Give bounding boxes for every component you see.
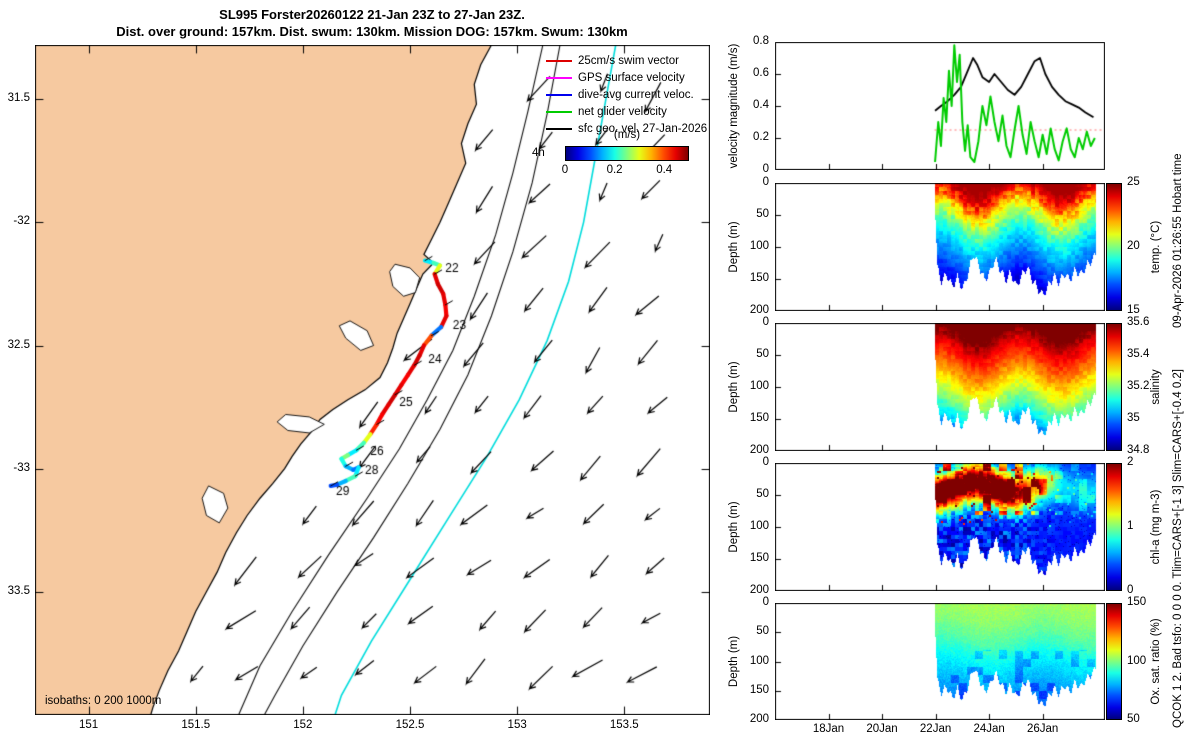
colorbar-tick-label: 100 bbox=[1127, 654, 1147, 667]
legend-label: GPS surface velocity bbox=[578, 71, 685, 84]
time-tick-label: 18Jan bbox=[812, 723, 845, 735]
legend-label: net glider velocity bbox=[578, 105, 667, 118]
panel-y-tick-label: 100 bbox=[749, 380, 769, 392]
time-tick-label: 24Jan bbox=[973, 723, 1005, 735]
panel-y-tick-label: 150 bbox=[749, 683, 769, 696]
colorbar-tick-label: 2 bbox=[1127, 456, 1134, 468]
panel-y-tick-label: 100 bbox=[749, 520, 769, 532]
chl-section-canvas bbox=[775, 463, 1105, 591]
map-colorbar-tick-label: 0.4 bbox=[656, 164, 673, 176]
colorbar-tick-label: 25 bbox=[1127, 176, 1140, 188]
map-x-tick-label: 153 bbox=[507, 719, 527, 731]
oxygen-colorbar-label: Ox. sat. ratio (%) bbox=[1150, 618, 1162, 705]
oxygen-section-canvas bbox=[775, 603, 1105, 720]
map-y-tick-label: -32 bbox=[13, 215, 30, 228]
panel-y-tick-label: 150 bbox=[749, 272, 769, 284]
colorbar-tick-label: 150 bbox=[1127, 596, 1147, 608]
legend-swatch bbox=[546, 127, 572, 130]
temp-colorbar-label: temp. (°C) bbox=[1150, 220, 1162, 274]
map-x-tick-label: 151 bbox=[78, 719, 99, 731]
velocity-panel-canvas bbox=[775, 42, 1105, 170]
map-x-tick-label: 152 bbox=[293, 719, 313, 731]
panel-y-tick-label: 200 bbox=[749, 304, 769, 316]
panel-y-tick-label: 0 bbox=[762, 596, 769, 608]
panel-y-tick-label: 50 bbox=[756, 348, 769, 360]
legend-item: sfc geo. vel. 27-Jan-2026 bbox=[546, 120, 707, 137]
panel-y-tick-label: 200 bbox=[749, 584, 769, 596]
colorbar-tick-label: 34.8 bbox=[1127, 444, 1150, 456]
time-tick-label: 22Jan bbox=[919, 723, 952, 735]
legend-swatch bbox=[546, 110, 572, 113]
legend-item: 25cm/s swim vector bbox=[546, 52, 707, 69]
colorbar-tick-label: 35.6 bbox=[1127, 316, 1150, 328]
panel-y-tick-label: 50 bbox=[756, 208, 769, 220]
panel-y-tick-label: 0.6 bbox=[753, 67, 769, 79]
colorbar-tick-label: 20 bbox=[1127, 240, 1140, 252]
legend-swatch bbox=[546, 93, 572, 96]
legend-label: dive-avg current veloc. bbox=[578, 88, 694, 101]
map-y-tick-label: 31.5 bbox=[7, 92, 30, 105]
panel-y-tick-label: 100 bbox=[749, 240, 769, 252]
map-subtitle: Dist. over ground: 157km. Dist. swum: 13… bbox=[116, 24, 628, 39]
panel-y-tick-label: 0.2 bbox=[753, 131, 769, 143]
panel-y-tick-label: 150 bbox=[749, 552, 769, 564]
map-x-tick-label: 151.5 bbox=[181, 719, 211, 731]
colorbar-tick-label: 35.4 bbox=[1127, 348, 1150, 360]
panel-y-tick-label: 0.8 bbox=[753, 35, 769, 47]
colorbar-tick-label: 1 bbox=[1127, 520, 1134, 532]
colorbar-tick-label: 35.2 bbox=[1127, 380, 1150, 392]
oxygen-colorbar bbox=[1106, 603, 1122, 720]
panel-y-tick-label: 0.4 bbox=[753, 99, 769, 111]
map-colorbar-tick-label: 0 bbox=[561, 164, 569, 176]
panel-y-tick-label: 200 bbox=[749, 713, 769, 725]
legend-label: sfc geo. vel. 27-Jan-2026 bbox=[578, 122, 708, 135]
timestamp-note: 09-Apr-2026 01:26:55 Hobart time bbox=[1172, 153, 1184, 328]
panel-y-tick-label: 50 bbox=[756, 625, 769, 638]
panel-y-tick-label: 50 bbox=[756, 488, 769, 500]
isobath-note: isobaths: 0 200 1000m bbox=[45, 695, 162, 707]
map-x-tick-label: 152.5 bbox=[395, 719, 425, 731]
salinity-colorbar bbox=[1106, 323, 1122, 451]
chl-colorbar bbox=[1106, 463, 1122, 591]
colorbar-tick-label: 35 bbox=[1127, 412, 1140, 424]
map-colorbar-tick-label: 0.2 bbox=[606, 164, 623, 176]
panel-y-tick-label: 0 bbox=[762, 176, 769, 188]
map-colorbar bbox=[565, 146, 689, 161]
temp-colorbar bbox=[1106, 183, 1122, 311]
legend-swatch bbox=[546, 59, 572, 62]
colorbar-tick-label: 50 bbox=[1127, 713, 1140, 725]
qc-note: QCOK 1 2. Bad tsfo: 0 0 0 0. Tlim=CARS+[… bbox=[1172, 369, 1184, 728]
time-tick-label: 20Jan bbox=[866, 723, 898, 735]
map-legend: 25cm/s swim vector GPS surface velocity di… bbox=[546, 52, 707, 137]
map-y-tick-label: -33 bbox=[13, 461, 30, 474]
legend-label: 25cm/s swim vector bbox=[578, 54, 679, 67]
legend-item: net glider velocity bbox=[546, 103, 707, 120]
map-colorbar-title: (m/s) bbox=[613, 129, 641, 141]
time-tick-label: 26Jan bbox=[1026, 723, 1059, 735]
panel-y-tick-label: 0 bbox=[762, 316, 769, 328]
temp-section-canvas bbox=[775, 183, 1105, 311]
salinity-colorbar-label: salinity bbox=[1150, 369, 1162, 405]
panel-y-tick-label: 0 bbox=[762, 456, 769, 468]
chl-colorbar-label: chl-a (mg m-3) bbox=[1150, 489, 1162, 565]
legend-item: GPS surface velocity bbox=[546, 69, 707, 86]
panel-y-tick-label: 100 bbox=[749, 654, 769, 667]
panel-y-tick-label: 0 bbox=[762, 163, 769, 175]
panel-y-tick-label: 150 bbox=[749, 412, 769, 424]
map-y-tick-label: 33.5 bbox=[7, 584, 30, 597]
colorbar-tick-label: 0 bbox=[1127, 584, 1134, 596]
legend-swatch bbox=[546, 76, 572, 79]
map-y-tick-label: 32.5 bbox=[7, 338, 30, 351]
panel-y-tick-label: 200 bbox=[749, 444, 769, 456]
salinity-section-canvas bbox=[775, 323, 1105, 451]
vector-interval-label: 4h bbox=[532, 147, 545, 159]
colorbar-tick-label: 15 bbox=[1127, 304, 1140, 316]
map-x-tick-label: 153.5 bbox=[609, 719, 639, 731]
map-title: SL995 Forster20260122 21-Jan 23Z to 27-J… bbox=[219, 7, 525, 22]
legend-item: dive-avg current veloc. bbox=[546, 86, 707, 103]
